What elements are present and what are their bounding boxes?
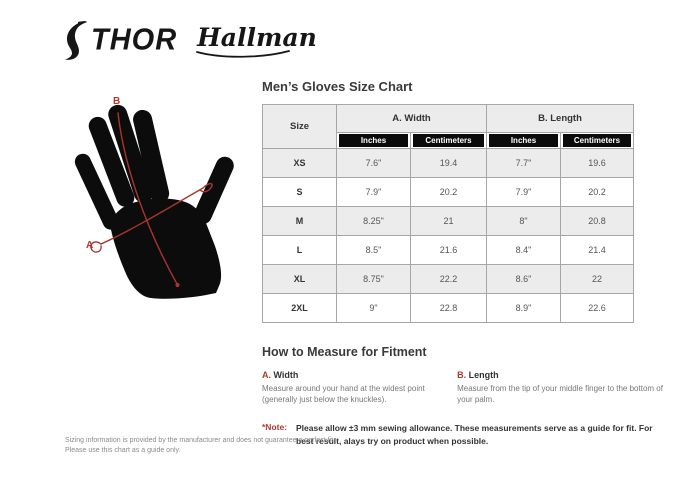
size-chart-table: Size A. Width B. Length Inches Centimete… [262, 104, 634, 323]
col-header-width-centimeters: Centimeters [410, 132, 487, 149]
measure-length-block: B. Length Measure from the tip of your m… [457, 370, 674, 405]
measurement-line-b [117, 112, 178, 285]
disclaimer: Sizing information is provided by the ma… [65, 436, 335, 456]
line-a-arrow-curl [199, 183, 213, 193]
col-header-length: B. Length [486, 104, 634, 133]
measure-length-label: Length [466, 370, 499, 380]
hallman-logo-text: Hallman [197, 22, 317, 52]
hallman-logo: Hallman [196, 22, 317, 58]
note-block: *Note: Please allow ±3 mm sewing allowan… [262, 422, 674, 447]
table-row: L 8.5" 21.6 8.4" 21.4 [262, 235, 634, 265]
table-row: M 8.25" 21 8" 20.8 [262, 206, 634, 236]
note-label: *Note: [262, 422, 288, 433]
line-b-end-dot [175, 282, 180, 288]
page-title: Men’s Gloves Size Chart [262, 79, 413, 94]
measure-width-text: Measure around your hand at the widest p… [262, 384, 425, 405]
measure-section-title: How to Measure for Fitment [262, 345, 427, 359]
measure-width-prefix: A. [262, 370, 271, 380]
table-row: XL 8.75" 22.2 8.6" 22 [262, 264, 634, 294]
header-row-groups: Size A. Width B. Length [262, 104, 634, 149]
measurement-lines [90, 112, 213, 288]
label-b: B [113, 96, 120, 107]
table-row: S 7.9" 20.2 7.9" 20.2 [262, 177, 634, 207]
header-row-units: Inches Centimeters Inches Centimeters [263, 132, 634, 149]
table-row: XS 7.6" 19.4 7.7" 19.6 [262, 148, 634, 178]
measure-length-heading: B. Length [457, 370, 674, 380]
col-header-width-inches: Inches [336, 132, 411, 149]
measure-columns: A. Width Measure around your hand at the… [262, 370, 674, 405]
brand-logos: THOR Hallman [64, 20, 317, 60]
col-header-length-centimeters: Centimeters [560, 132, 634, 149]
glove-silhouette [74, 104, 234, 299]
label-a: A [86, 240, 93, 251]
hallman-flourish-icon [196, 49, 291, 58]
thor-horn-icon [65, 21, 87, 60]
glove-diagram: B A [74, 96, 234, 299]
col-header-size: Size [262, 104, 337, 149]
col-header-length-inches: Inches [486, 132, 561, 149]
table-row: 2XL 9" 22.8 8.9" 22.6 [262, 293, 634, 323]
measure-width-block: A. Width Measure around your hand at the… [262, 370, 449, 405]
disclaimer-line1: Sizing information is provided by the ma… [65, 437, 336, 444]
thor-logo-text: THOR [91, 22, 178, 57]
disclaimer-line2: Please use this chart as a guide only. [65, 446, 181, 454]
measure-width-heading: A. Width [262, 370, 449, 380]
measure-length-text: Measure from the tip of your middle fing… [457, 384, 663, 405]
chart-content: Men’s Gloves Size Chart Size A. Width B.… [262, 79, 674, 447]
measure-width-label: Width [271, 370, 299, 380]
measurement-line-a [100, 187, 204, 245]
col-header-width: A. Width [336, 104, 487, 133]
measure-length-prefix: B. [457, 370, 467, 380]
note-text: Please allow ±3 mm sewing allowance. The… [296, 423, 653, 446]
line-a-start-curl [90, 241, 102, 253]
